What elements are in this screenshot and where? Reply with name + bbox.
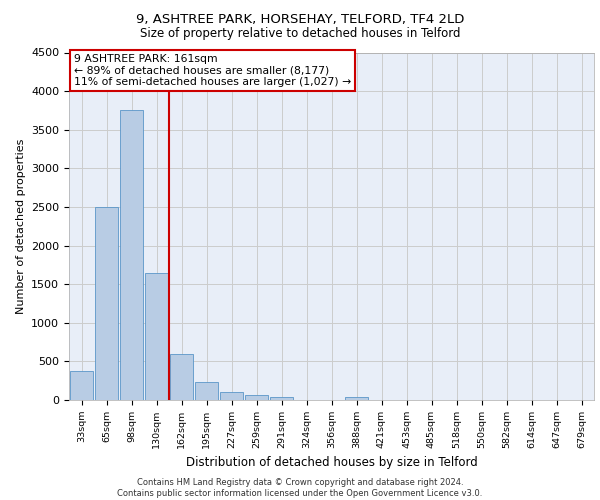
Text: 9, ASHTREE PARK, HORSEHAY, TELFORD, TF4 2LD: 9, ASHTREE PARK, HORSEHAY, TELFORD, TF4 … <box>136 12 464 26</box>
Bar <box>120 110 143 400</box>
Bar <box>220 392 243 400</box>
X-axis label: Distribution of detached houses by size in Telford: Distribution of detached houses by size … <box>185 456 478 469</box>
Bar <box>95 207 118 400</box>
Text: Contains HM Land Registry data © Crown copyright and database right 2024.
Contai: Contains HM Land Registry data © Crown c… <box>118 478 482 498</box>
Bar <box>70 372 93 400</box>
Y-axis label: Number of detached properties: Number of detached properties <box>16 138 26 314</box>
Bar <box>245 396 268 400</box>
Bar <box>170 354 193 400</box>
Bar <box>145 272 168 400</box>
Bar <box>270 397 293 400</box>
Bar <box>345 397 368 400</box>
Text: 9 ASHTREE PARK: 161sqm
← 89% of detached houses are smaller (8,177)
11% of semi-: 9 ASHTREE PARK: 161sqm ← 89% of detached… <box>74 54 352 88</box>
Text: Size of property relative to detached houses in Telford: Size of property relative to detached ho… <box>140 28 460 40</box>
Bar <box>195 382 218 400</box>
